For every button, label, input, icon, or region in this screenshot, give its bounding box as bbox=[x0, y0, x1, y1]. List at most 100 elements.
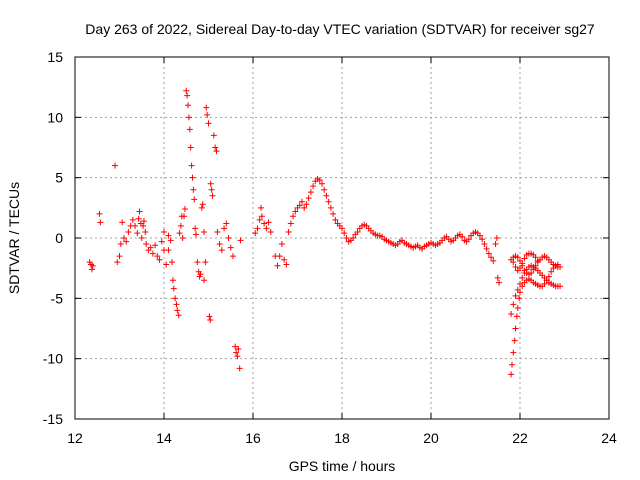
data-point bbox=[204, 111, 211, 118]
y-tick-label: -10 bbox=[43, 351, 63, 367]
y-tick-label: 15 bbox=[47, 49, 63, 65]
grid-lines bbox=[75, 57, 609, 419]
data-point bbox=[510, 259, 517, 266]
data-point bbox=[350, 235, 357, 241]
data-point bbox=[267, 228, 274, 235]
x-axis-label: GPS time / hours bbox=[289, 458, 396, 474]
data-point bbox=[545, 273, 552, 280]
data-point bbox=[167, 237, 174, 244]
data-point bbox=[156, 256, 163, 263]
data-point bbox=[208, 186, 215, 193]
data-point bbox=[186, 126, 193, 133]
data-point bbox=[508, 371, 515, 378]
data-point bbox=[140, 218, 147, 225]
data-point bbox=[143, 241, 150, 248]
data-point bbox=[510, 349, 517, 356]
y-axis-label: SDTVAR / TECUs bbox=[6, 182, 22, 294]
data-point bbox=[493, 235, 500, 241]
data-point bbox=[292, 208, 299, 215]
data-point bbox=[140, 222, 147, 229]
data-points bbox=[86, 87, 564, 378]
data-point bbox=[512, 263, 519, 270]
data-point bbox=[327, 204, 334, 211]
data-point bbox=[185, 102, 192, 109]
data-point bbox=[557, 263, 564, 270]
data-point bbox=[187, 144, 194, 151]
data-point bbox=[519, 274, 526, 281]
data-point bbox=[125, 228, 132, 235]
data-point bbox=[192, 225, 199, 232]
data-point bbox=[174, 307, 181, 314]
data-point bbox=[89, 262, 96, 269]
x-tick-label: 22 bbox=[512, 430, 528, 446]
data-point bbox=[201, 228, 208, 235]
data-point bbox=[512, 325, 519, 332]
data-point bbox=[227, 244, 234, 251]
data-point bbox=[213, 148, 220, 155]
data-point bbox=[511, 337, 518, 344]
data-point bbox=[229, 253, 236, 260]
data-point bbox=[177, 222, 184, 229]
data-point bbox=[341, 230, 348, 237]
x-tick-label: 14 bbox=[156, 430, 172, 446]
data-point bbox=[198, 204, 205, 211]
data-point bbox=[96, 210, 103, 217]
data-point bbox=[97, 219, 104, 226]
data-point bbox=[207, 317, 214, 324]
data-point bbox=[517, 280, 523, 287]
data-point bbox=[514, 286, 521, 293]
data-point bbox=[285, 228, 292, 235]
data-point bbox=[123, 238, 130, 245]
data-point bbox=[158, 238, 165, 245]
data-point bbox=[256, 216, 263, 223]
data-point bbox=[214, 228, 221, 235]
data-point bbox=[218, 247, 225, 254]
data-point bbox=[541, 280, 548, 287]
data-point bbox=[305, 195, 312, 202]
data-point bbox=[276, 253, 283, 260]
x-tick-label: 24 bbox=[601, 430, 617, 446]
data-point bbox=[134, 230, 141, 237]
data-point bbox=[479, 236, 486, 243]
data-point bbox=[354, 228, 361, 235]
data-point bbox=[301, 204, 308, 211]
data-point bbox=[528, 269, 535, 276]
data-point bbox=[339, 225, 345, 232]
data-point bbox=[175, 312, 182, 319]
data-point bbox=[516, 295, 523, 302]
data-point bbox=[165, 232, 172, 239]
data-point bbox=[490, 257, 497, 264]
data-point bbox=[161, 228, 167, 235]
data-point bbox=[233, 349, 240, 356]
data-point bbox=[258, 213, 265, 220]
data-point bbox=[287, 220, 294, 227]
data-point bbox=[165, 247, 172, 254]
data-point bbox=[496, 279, 503, 286]
y-tick-label: -5 bbox=[51, 290, 64, 306]
data-point bbox=[136, 208, 143, 215]
y-tick-label: 0 bbox=[55, 230, 63, 246]
data-point bbox=[494, 274, 501, 281]
data-point bbox=[129, 216, 136, 223]
data-point bbox=[135, 215, 142, 222]
data-point bbox=[513, 313, 520, 320]
data-point bbox=[203, 104, 210, 111]
data-point bbox=[488, 254, 495, 261]
data-point bbox=[323, 192, 330, 199]
data-point bbox=[258, 204, 265, 211]
x-tick-label: 16 bbox=[245, 430, 261, 446]
data-point bbox=[210, 132, 217, 139]
data-point bbox=[521, 255, 528, 262]
data-point bbox=[519, 260, 526, 267]
data-point bbox=[307, 189, 314, 196]
data-point bbox=[343, 235, 350, 241]
data-point bbox=[234, 353, 241, 360]
data-point bbox=[212, 144, 219, 151]
data-point bbox=[532, 262, 539, 269]
x-tick-label: 12 bbox=[67, 430, 83, 446]
data-point bbox=[254, 225, 261, 232]
data-point bbox=[201, 277, 208, 284]
data-point bbox=[132, 222, 139, 229]
